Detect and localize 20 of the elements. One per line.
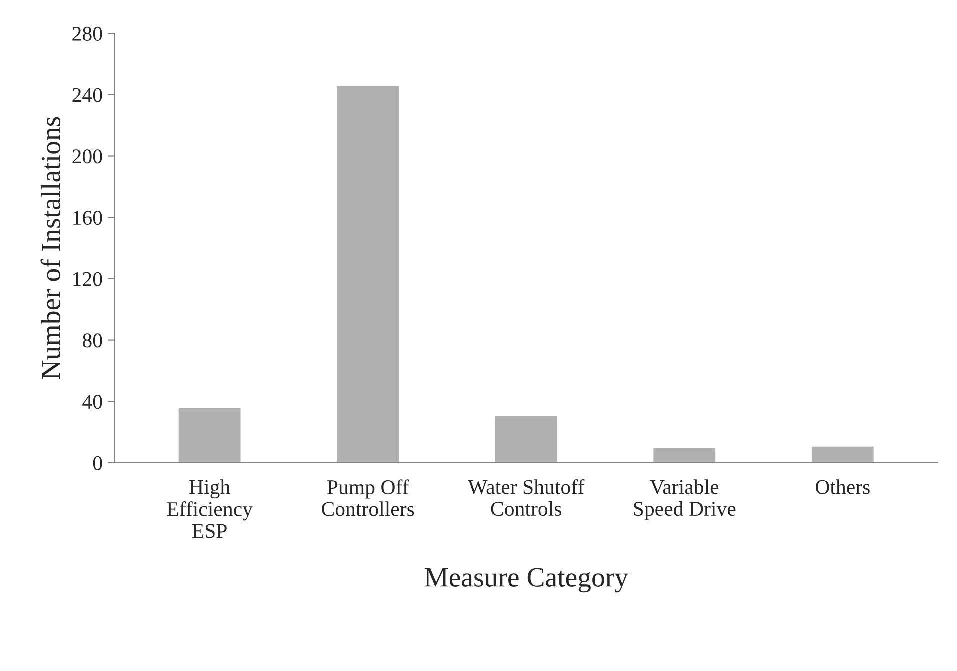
y-tick-label: 160: [74, 210, 102, 226]
x-tick-label: Pump Off Controllers: [322, 480, 414, 516]
y-tick-label: 240: [72, 88, 102, 102]
bar: [336, 85, 400, 463]
y-tick-label: 0: [93, 456, 102, 470]
x-tick-label: Others: [816, 480, 870, 494]
bar: [177, 407, 242, 463]
bar: [494, 414, 559, 463]
y-tick-label: 280: [72, 26, 102, 41]
x-tick-label: Water Shutoff Controls: [468, 479, 585, 516]
y-tick-label: 80: [82, 334, 102, 348]
y-axis-title: Number of Installations: [40, 117, 61, 380]
bar: [810, 445, 876, 463]
y-tick-label: 120: [74, 272, 102, 286]
x-axis-title: Measure Category: [424, 568, 628, 593]
y-tick-label: 40: [82, 395, 102, 410]
bar: [652, 446, 717, 463]
y-tick-label: 200: [72, 150, 102, 164]
x-tick-label: Variable Speed Drive: [634, 480, 736, 520]
x-tick-label: High Efficiency ESP: [167, 480, 253, 538]
